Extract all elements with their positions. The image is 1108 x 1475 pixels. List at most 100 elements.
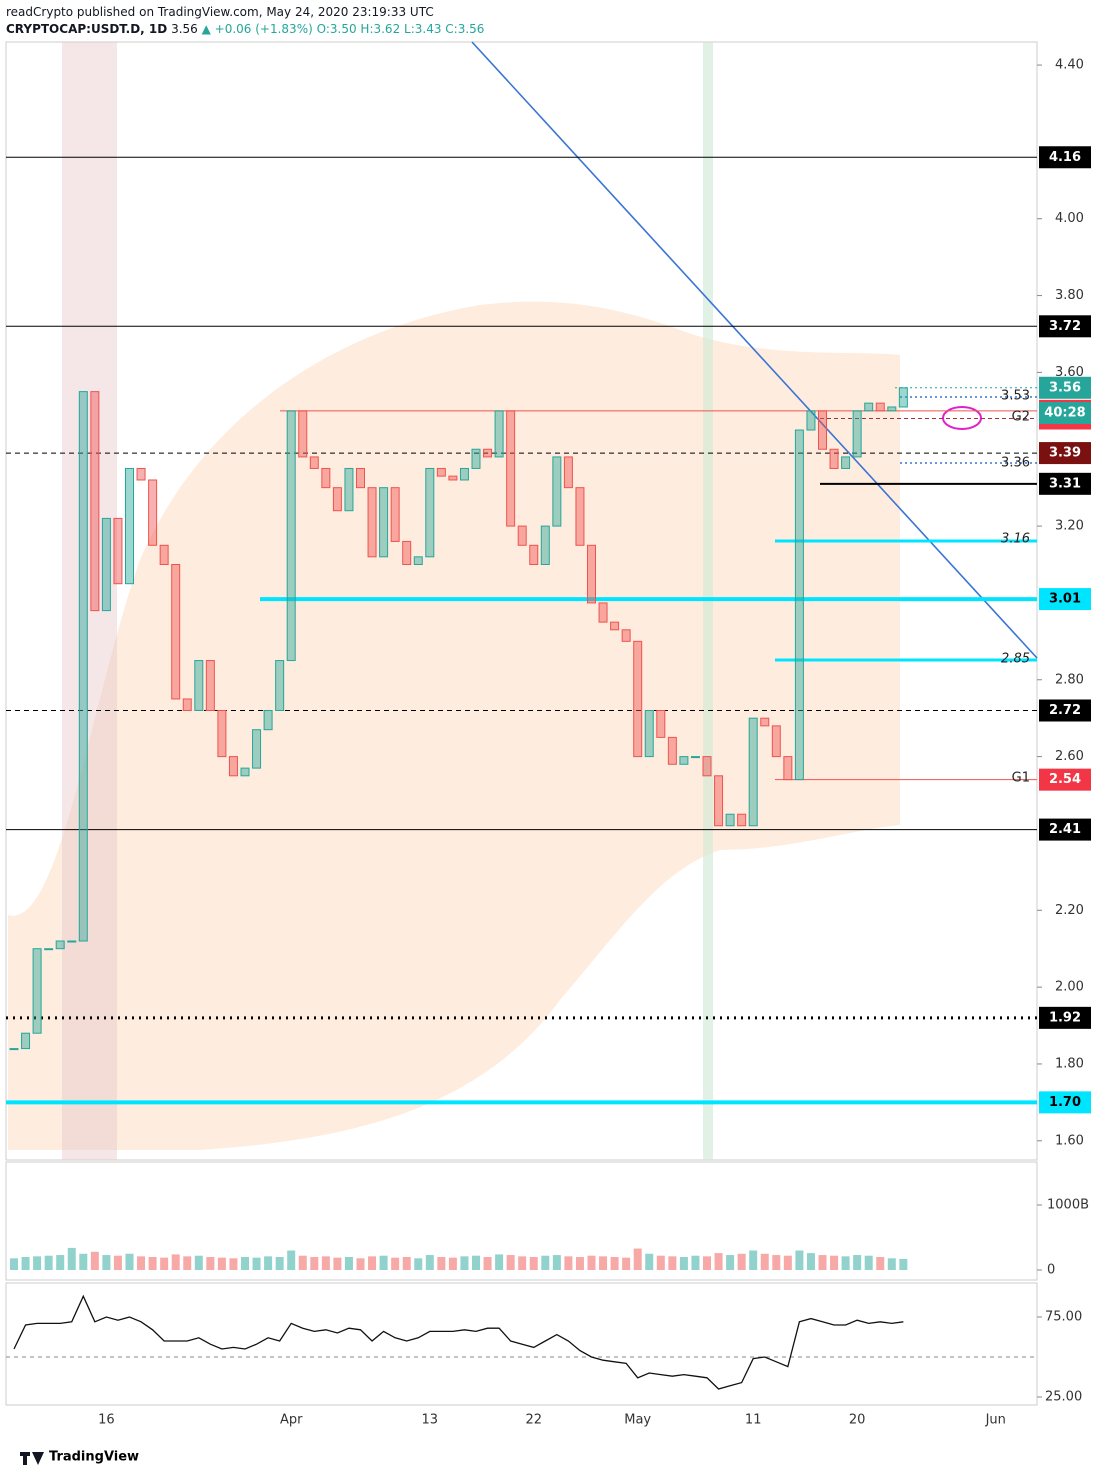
rsi-tick-label: 75.00	[1045, 1310, 1082, 1325]
candle	[714, 775, 724, 827]
volume-tick-label: 0	[1047, 1263, 1055, 1278]
volume-bar	[495, 1254, 504, 1270]
volume-bar	[714, 1253, 723, 1270]
candle	[125, 467, 134, 585]
volume-bar	[194, 1255, 203, 1270]
volume-bar	[321, 1256, 330, 1270]
volume-bar	[229, 1258, 238, 1270]
candle	[101, 517, 111, 612]
candle	[44, 948, 54, 951]
candle	[205, 660, 215, 711]
volume-bar	[437, 1257, 446, 1270]
level-label-box	[1039, 768, 1091, 791]
level-label-box	[1039, 472, 1091, 495]
candle	[413, 556, 423, 566]
candle	[321, 467, 331, 489]
volume-bar	[818, 1255, 827, 1270]
volume-bar	[622, 1257, 631, 1270]
candle	[356, 467, 365, 489]
volume-bar	[472, 1255, 480, 1270]
volume-bar	[899, 1258, 908, 1270]
candle	[275, 660, 285, 711]
annotation: 3.16	[1001, 532, 1030, 547]
level-label: 2.54	[1049, 772, 1081, 787]
volume-bar	[691, 1255, 700, 1270]
volume-bar	[33, 1256, 42, 1270]
candle	[55, 940, 65, 950]
volume-bar	[125, 1253, 134, 1270]
candle	[748, 717, 758, 827]
volume-bar	[806, 1253, 815, 1270]
level-label-box	[1039, 442, 1091, 465]
volume-bar	[518, 1256, 527, 1270]
volume-bar	[56, 1255, 65, 1270]
annotation: 3.53	[1001, 389, 1030, 404]
level-label: 3.72	[1049, 319, 1081, 334]
volume-bar	[864, 1255, 873, 1270]
candle	[760, 717, 770, 727]
candle	[517, 525, 527, 546]
candle	[344, 467, 354, 512]
volume-bar	[44, 1255, 53, 1270]
volume-bar	[587, 1255, 596, 1270]
volume-bar	[368, 1256, 377, 1270]
footer-brand: TradingView	[49, 1450, 139, 1465]
volume-bar	[656, 1255, 665, 1270]
volume-bar	[737, 1253, 746, 1270]
candle	[598, 602, 608, 623]
volume-bar	[241, 1257, 249, 1270]
volume-bar	[183, 1256, 192, 1270]
symbol: CRYPTOCAP:USDT.D, 1D	[6, 22, 168, 36]
volume-bar	[703, 1256, 711, 1270]
level-label: 2.41	[1049, 822, 1081, 837]
candle	[667, 736, 677, 765]
candle	[552, 456, 562, 527]
candle	[575, 487, 585, 546]
annotation: 3.36	[1001, 456, 1030, 471]
level-label-box	[1039, 818, 1091, 841]
x-tick-label: Jun	[985, 1413, 1006, 1428]
candle	[690, 756, 700, 759]
rsi-line	[13, 1294, 904, 1390]
level-label-box	[1039, 1091, 1091, 1114]
x-tick-label: 11	[745, 1413, 762, 1428]
volume-bar	[783, 1255, 792, 1270]
candle	[379, 487, 389, 558]
candle	[656, 709, 666, 738]
volume-bar	[506, 1255, 515, 1270]
candle	[864, 402, 874, 412]
volume-bar	[10, 1258, 18, 1270]
candle	[471, 448, 481, 469]
candle	[737, 813, 747, 827]
y-tick-label: 4.40	[1055, 58, 1084, 73]
candle	[679, 756, 689, 765]
volume-bar	[137, 1256, 146, 1270]
candle	[159, 544, 169, 566]
candle	[90, 391, 100, 612]
candle	[852, 410, 862, 458]
y-tick-label: 1.60	[1055, 1133, 1084, 1148]
volume-bar	[795, 1250, 804, 1270]
annotation: 2.85	[1001, 652, 1030, 667]
candle	[494, 410, 504, 458]
candle	[644, 709, 654, 758]
candle	[309, 456, 319, 469]
candle	[771, 725, 781, 758]
volume-bar	[575, 1257, 584, 1270]
level-label: 2.72	[1049, 703, 1081, 718]
volume-bar	[853, 1255, 862, 1270]
candle	[633, 640, 643, 758]
volume-bar	[460, 1256, 469, 1270]
x-tick-label: 22	[525, 1413, 542, 1428]
volume-bar	[160, 1257, 169, 1270]
candle	[621, 629, 631, 642]
volume-bar	[287, 1250, 296, 1270]
last: 3.56	[171, 22, 198, 36]
x-tick-label: Apr	[280, 1413, 303, 1428]
candle	[587, 544, 596, 604]
volume-bar	[414, 1258, 423, 1270]
candle	[459, 467, 469, 481]
candle	[9, 1048, 19, 1051]
x-tick-label: 13	[422, 1413, 439, 1428]
candle	[806, 410, 816, 431]
